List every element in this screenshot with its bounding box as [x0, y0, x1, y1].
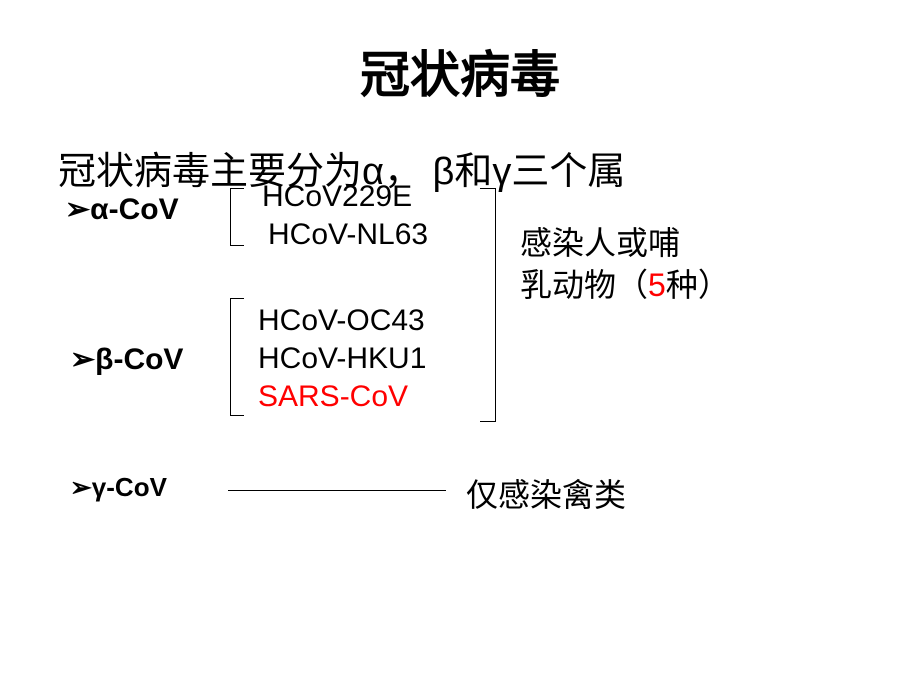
bullet-beta: ➢β-CoV [70, 342, 183, 377]
bullet-gamma-label: γ-CoV [92, 472, 167, 502]
virus-sars-cov: SARS-CoV [258, 380, 408, 414]
note-infect-num: 5 [648, 267, 666, 303]
bracket-beta [230, 298, 244, 416]
bullet-alpha: ➢α-CoV [65, 192, 179, 227]
bullet-beta-label: β-CoV [95, 343, 183, 376]
virus-hcov-oc43: HCoV-OC43 [258, 304, 425, 338]
virus-hcov-hku1: HCoV-HKU1 [258, 342, 426, 376]
note-infect-post: 种） [666, 267, 730, 303]
gamma-connector-line [228, 490, 446, 491]
bullet-gamma: ➢γ-CoV [70, 472, 167, 503]
bracket-alpha [230, 188, 244, 246]
page-title: 冠状病毒 [0, 35, 920, 107]
bullet-alpha-label: α-CoV [90, 193, 178, 226]
note-gamma: 仅感染禽类 [466, 470, 626, 516]
bracket-right-group [480, 188, 496, 422]
virus-hcov-nl63: HCoV-NL63 [268, 218, 428, 252]
bullet-arrow-icon: ➢ [70, 343, 95, 376]
virus-hcov229e: HCoV229E [262, 180, 412, 214]
bullet-arrow-icon: ➢ [70, 472, 92, 502]
note-infect-pre: 乳动物（ [520, 267, 648, 303]
note-infect-line2: 乳动物（5种） [520, 260, 730, 306]
note-infect-line1: 感染人或哺 [520, 218, 680, 264]
bullet-arrow-icon: ➢ [65, 193, 90, 226]
